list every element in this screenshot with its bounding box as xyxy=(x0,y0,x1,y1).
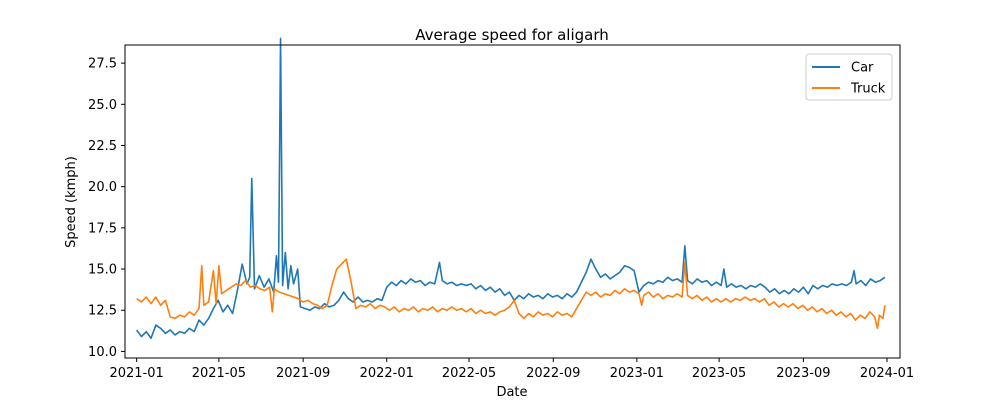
plot-area xyxy=(136,37,886,340)
y-tick-label: 22.5 xyxy=(88,139,117,154)
x-tick-label: 2021-01 xyxy=(109,366,163,381)
legend-label-car: Car xyxy=(851,61,874,76)
plot-frame xyxy=(124,44,901,359)
x-axis: 2021-01 2021-05 2021-09 2022-01 2022-05 2022-… xyxy=(109,358,914,381)
x-tick-label: 2021-05 xyxy=(192,366,246,381)
series-line-car xyxy=(136,37,886,340)
y-tick-label: 17.5 xyxy=(88,221,117,236)
y-tick-label: 27.5 xyxy=(88,57,117,72)
x-tick-label: 2022-01 xyxy=(360,366,414,381)
y-tick-label: 20.0 xyxy=(88,180,117,195)
y-axis: 10.0 12.5 15.0 17.5 20.0 22.5 25.0 27.5 xyxy=(88,57,125,360)
x-tick-label: 2023-05 xyxy=(692,366,746,381)
y-tick-label: 25.0 xyxy=(88,98,117,113)
x-tick-label: 2023-01 xyxy=(610,366,664,381)
chart-title: Average speed for aligarh xyxy=(415,26,609,44)
legend: Car Truck xyxy=(805,53,893,101)
series-line-truck xyxy=(136,258,886,330)
x-tick-label: 2022-05 xyxy=(442,366,496,381)
x-axis-label: Date xyxy=(496,385,527,400)
legend-label-truck: Truck xyxy=(850,82,886,97)
y-axis-label: Speed (kmph) xyxy=(64,156,79,248)
x-tick-label: 2022-09 xyxy=(526,366,580,381)
x-tick-label: 2021-09 xyxy=(276,366,330,381)
y-tick-label: 12.5 xyxy=(88,304,117,319)
x-tick-label: 2023-09 xyxy=(776,366,830,381)
x-tick-label: 2024-01 xyxy=(860,366,914,381)
y-tick-label: 15.0 xyxy=(88,263,117,278)
y-tick-label: 10.0 xyxy=(88,345,117,360)
